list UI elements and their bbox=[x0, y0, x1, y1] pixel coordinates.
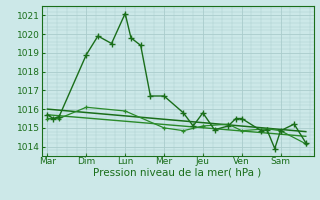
X-axis label: Pression niveau de la mer( hPa ): Pression niveau de la mer( hPa ) bbox=[93, 168, 262, 178]
